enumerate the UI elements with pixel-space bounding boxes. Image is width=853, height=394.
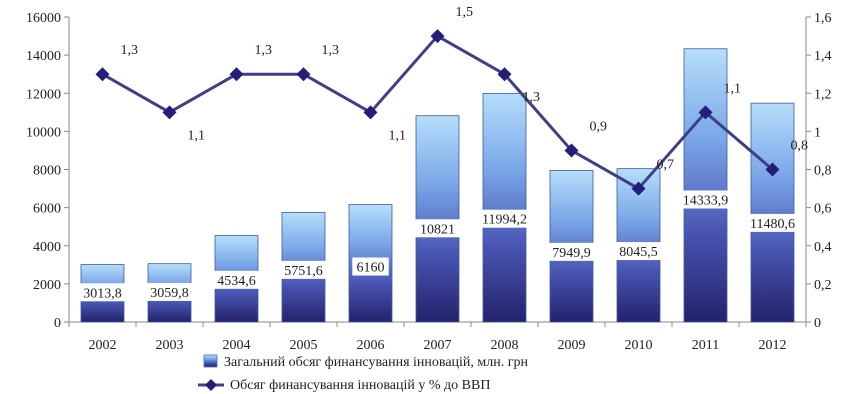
right-tick-label: 1,4	[814, 49, 832, 64]
right-tick-label: 0,2	[814, 278, 832, 293]
left-tick-label: 10000	[26, 125, 61, 140]
line-data-label: 1,3	[255, 43, 273, 58]
bar-label-box	[277, 260, 330, 279]
right-tick-label: 1,6	[814, 11, 832, 26]
line-point	[564, 143, 579, 158]
line-point	[765, 162, 780, 177]
x-tick-label: 2002	[89, 338, 117, 353]
line-point	[95, 67, 110, 82]
line-point	[229, 67, 244, 82]
bar-data-label: 4534,6	[217, 274, 256, 289]
right-tick-label: 1	[814, 125, 821, 140]
line-point	[296, 67, 311, 82]
right-tick-label: 1,2	[814, 87, 832, 102]
bar-data-label: 11480,6	[750, 217, 795, 232]
x-tick-label: 2008	[491, 338, 519, 353]
legend-marker-icon	[205, 379, 217, 391]
line-data-labels: 1,3 1,1 1,3 1,3 1,1 1,5 1,3 0,9 0,7 1,1 0,8	[121, 5, 809, 173]
bar-label-box	[76, 283, 129, 302]
bar-data-label: 10821	[420, 222, 455, 237]
line-point	[430, 29, 445, 44]
line-data-label: 1,1	[724, 81, 742, 96]
left-tick-label: 8000	[33, 164, 61, 179]
bar-series	[80, 48, 795, 323]
right-tick-label: 0	[814, 316, 821, 331]
x-tick-label: 2003	[156, 338, 184, 353]
line-point	[363, 105, 378, 120]
tick-labels: 0 2000 4000 6000 8000 10000 12000 14000 16000 0 0,…	[26, 11, 832, 353]
bar-data-label: 14333,9	[683, 194, 729, 209]
left-tick-label: 6000	[33, 202, 61, 217]
bar-label-box	[545, 242, 598, 261]
bar-data-label: 5751,6	[284, 264, 323, 279]
line-data-label: 0,8	[791, 139, 809, 154]
line-data-label: 1,3	[523, 90, 541, 105]
x-tick-label: 2009	[558, 338, 586, 353]
x-tick-label: 2011	[692, 338, 719, 353]
x-tick-label: 2004	[223, 338, 251, 353]
bar-label-box	[352, 257, 389, 276]
left-tick-label: 0	[54, 316, 61, 331]
bar-data-label: 3059,8	[150, 286, 189, 301]
line-point	[698, 105, 713, 120]
line-data-label: 1,3	[121, 43, 139, 58]
right-tick-label: 0,4	[814, 240, 832, 255]
line-point	[497, 67, 512, 82]
legend-line-label: Обсяг финансування інновацій у % до ВВП	[230, 378, 490, 393]
bar	[750, 102, 795, 323]
bar	[683, 48, 728, 323]
left-tick-label: 16000	[26, 11, 61, 26]
line-data-label: 1,1	[188, 128, 206, 143]
legend-bar-swatch	[203, 354, 218, 368]
line-point	[162, 105, 177, 120]
bar	[415, 115, 460, 323]
line-data-label: 1,5	[456, 5, 474, 20]
line-data-label: 0,9	[590, 119, 608, 134]
x-tick-label: 2010	[625, 338, 653, 353]
bar-data-label: 8045,5	[619, 245, 658, 260]
bar	[482, 92, 527, 323]
x-tick-label: 2006	[357, 338, 385, 353]
line-point	[631, 181, 646, 196]
line-series	[95, 29, 780, 196]
bar-data-labels: 3013,8 3059,8 4534,6 5751,6 6160 10821 11994,2…	[76, 190, 803, 302]
bar-data-label: 3013,8	[83, 286, 122, 301]
legend-bar-label: Загальний обсяг финансування інновацій, …	[224, 355, 528, 370]
left-tick-label: 4000	[33, 240, 61, 255]
bar-label-box	[474, 209, 535, 228]
line-data-label: 0,7	[657, 158, 675, 173]
x-tick-label: 2012	[759, 338, 787, 353]
left-tick-label: 12000	[26, 87, 61, 102]
line-data-label: 1,3	[322, 43, 340, 58]
bar-data-label: 11994,2	[482, 213, 527, 228]
x-tick-label: 2007	[424, 338, 452, 353]
left-tick-label: 2000	[33, 278, 61, 293]
legend: Загальний обсяг финансування інновацій, …	[198, 354, 528, 393]
bar-data-label: 6160	[357, 261, 385, 276]
bar-label-box	[675, 190, 736, 209]
line-data-label: 1,1	[389, 128, 407, 143]
right-tick-label: 0,6	[814, 202, 832, 217]
x-tick-label: 2005	[290, 338, 318, 353]
bar-label-box	[415, 219, 460, 238]
bar-data-label: 7949,9	[552, 246, 591, 261]
left-tick-label: 14000	[26, 49, 61, 64]
bar-label-box	[742, 213, 803, 232]
bar-label-box	[612, 242, 665, 261]
bar-label-box	[143, 282, 196, 301]
bar-label-box	[210, 270, 263, 289]
right-tick-label: 0,8	[814, 164, 832, 179]
